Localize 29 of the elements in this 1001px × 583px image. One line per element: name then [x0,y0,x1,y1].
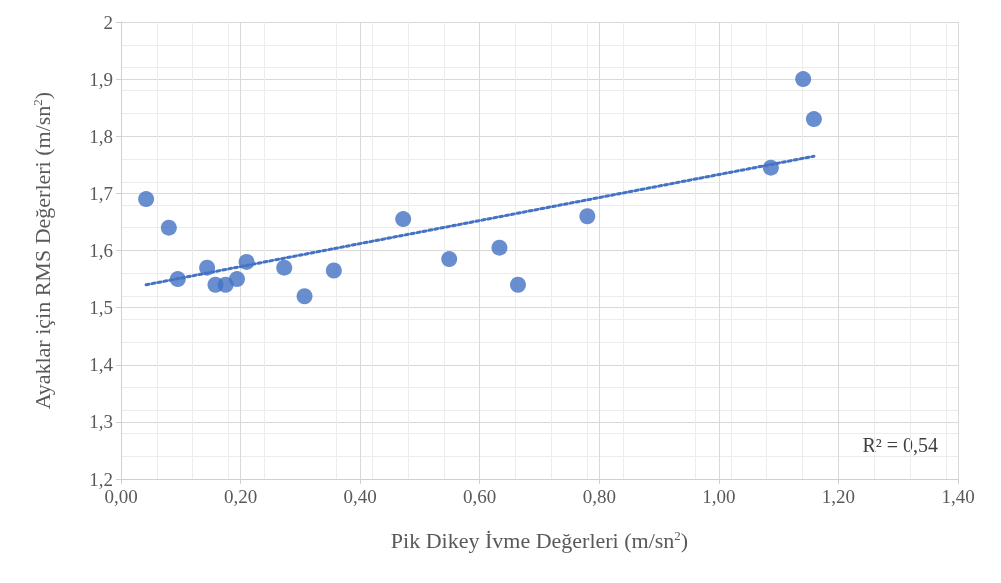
x-tick-label: 1,00 [702,486,736,507]
point [395,211,412,228]
y-tick-label: 2 [103,11,113,33]
y-tick-label: 1,5 [89,297,113,319]
point [276,259,293,276]
x-tick-label: 0,40 [343,486,377,507]
y-tick-label: 1,9 [89,68,113,90]
point [579,208,596,225]
point [138,191,155,208]
y-tick-label: 1,8 [89,125,113,147]
x-tick-label: 1,40 [941,486,975,507]
y-tick-label: 1,6 [89,240,113,261]
x-tick-label: 1,20 [821,486,856,507]
point [296,288,313,305]
y-tick-label: 1,4 [89,354,114,376]
point [509,276,526,293]
point [441,251,458,268]
x-tick-label: 0,20 [223,486,258,507]
point [160,219,177,236]
y-tick-label: 1,7 [89,182,113,204]
x-tick-label: 0,60 [463,486,497,507]
point [795,71,812,88]
point [229,271,245,288]
x-tick-label: 0,80 [582,486,616,507]
y-tick-label: 1,3 [89,411,113,433]
point [325,262,342,279]
point [805,111,822,128]
y-axis-title: Ayaklar için RMS Değerleri (m/sn2) [29,91,55,410]
point [491,239,508,256]
